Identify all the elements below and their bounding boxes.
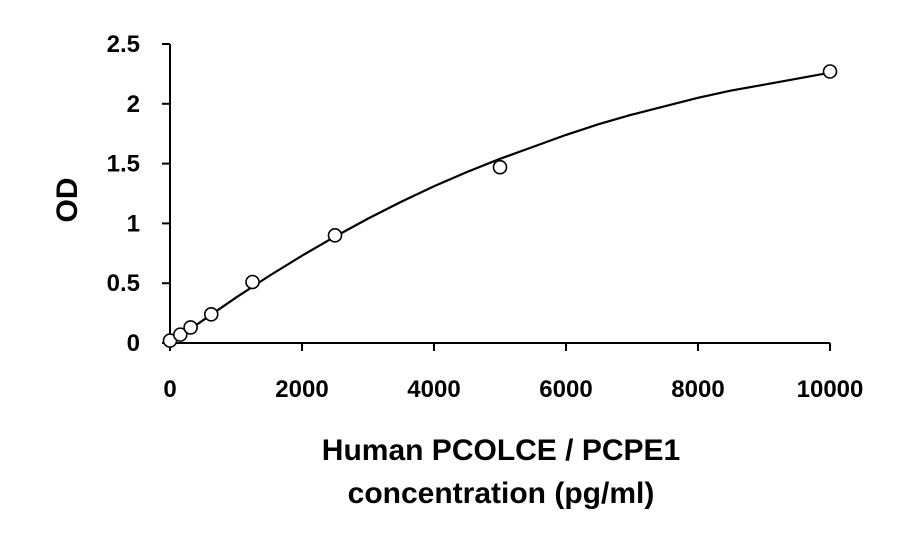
data-point <box>245 274 260 290</box>
data-point <box>492 159 508 175</box>
data-point <box>327 228 343 243</box>
y-tick-label: 1.5 <box>107 151 140 178</box>
y-axis: 0 0.5 1 1.5 2 2.5 <box>107 31 171 357</box>
x-tick-label: 8000 <box>671 376 724 403</box>
x-axis-title-line-1: Human PCOLCE / PCPE1 <box>322 434 680 467</box>
x-tick-label: 0 <box>163 376 176 403</box>
x-axis-title-line-2: concentration (pg/ml) <box>348 477 655 510</box>
y-axis-title: OD <box>51 178 84 223</box>
x-axis: 0 2000 4000 6000 8000 10000 <box>163 342 863 403</box>
x-tick-label: 4000 <box>407 376 460 403</box>
data-points <box>162 64 838 348</box>
y-tick-label: 0.5 <box>107 270 140 297</box>
x-ticks: 0 2000 4000 6000 8000 10000 <box>163 343 863 403</box>
fit-curve-line <box>169 71 831 344</box>
x-tick-label: 10000 <box>797 376 864 403</box>
data-point <box>203 306 219 322</box>
y-ticks: 0 0.5 1 1.5 2 2.5 <box>107 31 170 357</box>
data-point <box>822 64 838 79</box>
y-tick-label: 0 <box>127 330 140 357</box>
x-tick-label: 6000 <box>539 376 592 403</box>
x-tick-label: 2000 <box>275 376 328 403</box>
y-tick-label: 2.5 <box>107 31 140 58</box>
y-tick-label: 2 <box>127 91 140 118</box>
y-tick-label: 1 <box>127 210 140 237</box>
data-point <box>172 327 188 342</box>
data-point <box>183 320 198 335</box>
